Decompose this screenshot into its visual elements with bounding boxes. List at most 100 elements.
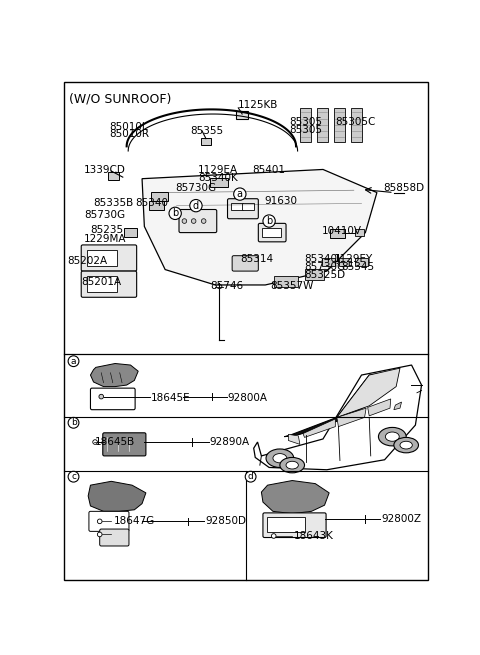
Text: 92850D: 92850D <box>205 516 246 526</box>
Text: 85340K: 85340K <box>198 172 238 183</box>
Text: 92800Z: 92800Z <box>382 514 421 523</box>
FancyBboxPatch shape <box>89 512 129 531</box>
Text: 18645E: 18645E <box>151 393 190 403</box>
Polygon shape <box>337 368 400 417</box>
Text: 85202A: 85202A <box>67 255 108 266</box>
Text: 1129EY: 1129EY <box>334 254 373 264</box>
Polygon shape <box>300 108 312 141</box>
Text: b: b <box>71 419 76 427</box>
Circle shape <box>68 472 79 482</box>
Text: 85730G: 85730G <box>84 210 125 219</box>
Ellipse shape <box>378 428 406 446</box>
Text: 85355: 85355 <box>191 126 224 136</box>
Text: 85325D: 85325D <box>304 270 346 280</box>
FancyBboxPatch shape <box>242 202 254 210</box>
FancyBboxPatch shape <box>90 388 135 409</box>
FancyBboxPatch shape <box>322 258 335 267</box>
Polygon shape <box>88 481 146 512</box>
Text: 85858D: 85858D <box>383 183 424 193</box>
Ellipse shape <box>385 432 399 441</box>
Polygon shape <box>90 364 138 386</box>
Polygon shape <box>394 402 402 409</box>
Text: 85730G: 85730G <box>304 262 346 272</box>
FancyBboxPatch shape <box>262 228 281 237</box>
Polygon shape <box>303 419 336 438</box>
FancyBboxPatch shape <box>267 517 305 532</box>
Text: 85235: 85235 <box>90 225 123 235</box>
Text: b: b <box>266 216 272 226</box>
Text: 85340: 85340 <box>135 198 168 208</box>
FancyBboxPatch shape <box>201 138 211 145</box>
FancyBboxPatch shape <box>355 258 368 267</box>
FancyBboxPatch shape <box>108 172 119 180</box>
FancyBboxPatch shape <box>81 271 137 297</box>
Ellipse shape <box>394 438 419 453</box>
FancyBboxPatch shape <box>275 276 298 288</box>
FancyBboxPatch shape <box>232 255 258 271</box>
Circle shape <box>234 188 246 200</box>
Text: 85305C: 85305C <box>336 117 376 127</box>
Text: 85340J: 85340J <box>304 254 340 264</box>
Circle shape <box>245 472 256 482</box>
Circle shape <box>201 219 206 223</box>
Polygon shape <box>254 365 421 470</box>
FancyBboxPatch shape <box>263 513 326 538</box>
FancyBboxPatch shape <box>305 269 324 280</box>
FancyBboxPatch shape <box>149 201 164 210</box>
Text: d: d <box>248 472 253 481</box>
FancyBboxPatch shape <box>81 245 137 271</box>
Polygon shape <box>262 481 329 514</box>
Circle shape <box>190 200 202 212</box>
Circle shape <box>93 440 97 444</box>
FancyBboxPatch shape <box>151 192 168 201</box>
Text: b: b <box>172 208 178 218</box>
FancyBboxPatch shape <box>355 229 364 236</box>
Text: 85345: 85345 <box>341 262 374 272</box>
Text: 91630: 91630 <box>264 196 298 206</box>
Polygon shape <box>317 108 328 141</box>
Text: 85305: 85305 <box>289 117 322 127</box>
Ellipse shape <box>286 461 299 469</box>
Circle shape <box>263 215 275 227</box>
Ellipse shape <box>400 441 412 449</box>
Text: (W/O SUNROOF): (W/O SUNROOF) <box>69 92 171 105</box>
FancyBboxPatch shape <box>100 529 129 546</box>
Text: 1125KB: 1125KB <box>238 100 279 110</box>
FancyBboxPatch shape <box>86 250 118 266</box>
Text: 1339CD: 1339CD <box>84 165 126 175</box>
Text: a: a <box>237 189 243 199</box>
Text: a: a <box>71 357 76 365</box>
FancyBboxPatch shape <box>236 111 248 119</box>
Polygon shape <box>288 434 300 444</box>
Polygon shape <box>351 108 362 141</box>
Text: 18643K: 18643K <box>294 531 334 542</box>
Polygon shape <box>285 371 396 437</box>
FancyBboxPatch shape <box>86 276 118 292</box>
FancyBboxPatch shape <box>123 228 137 237</box>
Text: 92890A: 92890A <box>210 438 250 447</box>
Circle shape <box>99 394 104 399</box>
Circle shape <box>97 532 102 536</box>
Circle shape <box>271 534 276 538</box>
Polygon shape <box>368 399 391 416</box>
Circle shape <box>68 356 79 367</box>
Polygon shape <box>142 170 377 285</box>
Text: 85201A: 85201A <box>81 277 121 288</box>
Text: 85010R: 85010R <box>109 130 149 140</box>
Text: 85401: 85401 <box>252 165 285 175</box>
Ellipse shape <box>280 457 304 473</box>
Text: 10410V: 10410V <box>322 227 361 236</box>
FancyBboxPatch shape <box>179 210 217 233</box>
Text: 85314: 85314 <box>240 254 273 264</box>
FancyBboxPatch shape <box>258 223 286 242</box>
FancyBboxPatch shape <box>339 258 351 267</box>
Text: 85010L: 85010L <box>109 122 147 132</box>
FancyBboxPatch shape <box>210 178 228 187</box>
Text: d: d <box>193 200 199 211</box>
Text: 85357W: 85357W <box>271 281 314 291</box>
FancyBboxPatch shape <box>330 229 345 238</box>
Circle shape <box>182 219 187 223</box>
FancyBboxPatch shape <box>103 433 146 456</box>
Text: 85335B: 85335B <box>94 198 134 208</box>
Polygon shape <box>337 408 366 426</box>
